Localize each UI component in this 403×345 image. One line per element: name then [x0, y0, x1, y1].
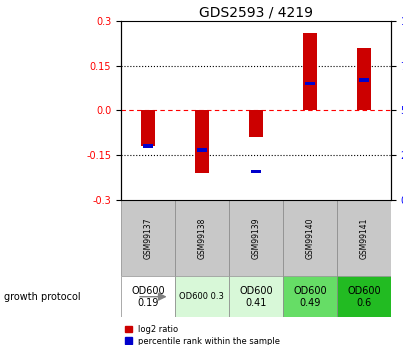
- Bar: [303, 33, 317, 110]
- Text: GSM99139: GSM99139: [251, 217, 260, 259]
- Text: OD600
0.6: OD600 0.6: [347, 286, 381, 307]
- Title: GDS2593 / 4219: GDS2593 / 4219: [199, 6, 313, 20]
- Bar: [251, 170, 261, 173]
- Legend: log2 ratio, percentile rank within the sample: log2 ratio, percentile rank within the s…: [125, 325, 280, 345]
- Text: GSM99138: GSM99138: [197, 217, 206, 259]
- Text: GSM99141: GSM99141: [359, 217, 368, 259]
- Text: OD600
0.49: OD600 0.49: [293, 286, 327, 307]
- Text: GSM99140: GSM99140: [305, 217, 314, 259]
- Bar: [121, 276, 175, 317]
- Bar: [143, 145, 153, 148]
- Bar: [229, 276, 283, 317]
- Bar: [305, 82, 315, 85]
- Bar: [359, 78, 369, 82]
- Bar: [283, 276, 337, 317]
- Text: GSM99137: GSM99137: [143, 217, 152, 259]
- Text: OD600 0.3: OD600 0.3: [179, 292, 224, 301]
- Bar: [197, 148, 207, 152]
- Bar: [195, 110, 209, 173]
- Bar: [229, 200, 283, 276]
- Bar: [283, 200, 337, 276]
- Bar: [337, 200, 391, 276]
- Bar: [175, 200, 229, 276]
- Bar: [141, 110, 155, 146]
- Bar: [357, 48, 371, 110]
- Bar: [249, 110, 263, 137]
- Bar: [175, 276, 229, 317]
- Text: OD600
0.19: OD600 0.19: [131, 286, 165, 307]
- Bar: [121, 200, 175, 276]
- Bar: [337, 276, 391, 317]
- Text: OD600
0.41: OD600 0.41: [239, 286, 273, 307]
- Text: growth protocol: growth protocol: [4, 292, 81, 302]
